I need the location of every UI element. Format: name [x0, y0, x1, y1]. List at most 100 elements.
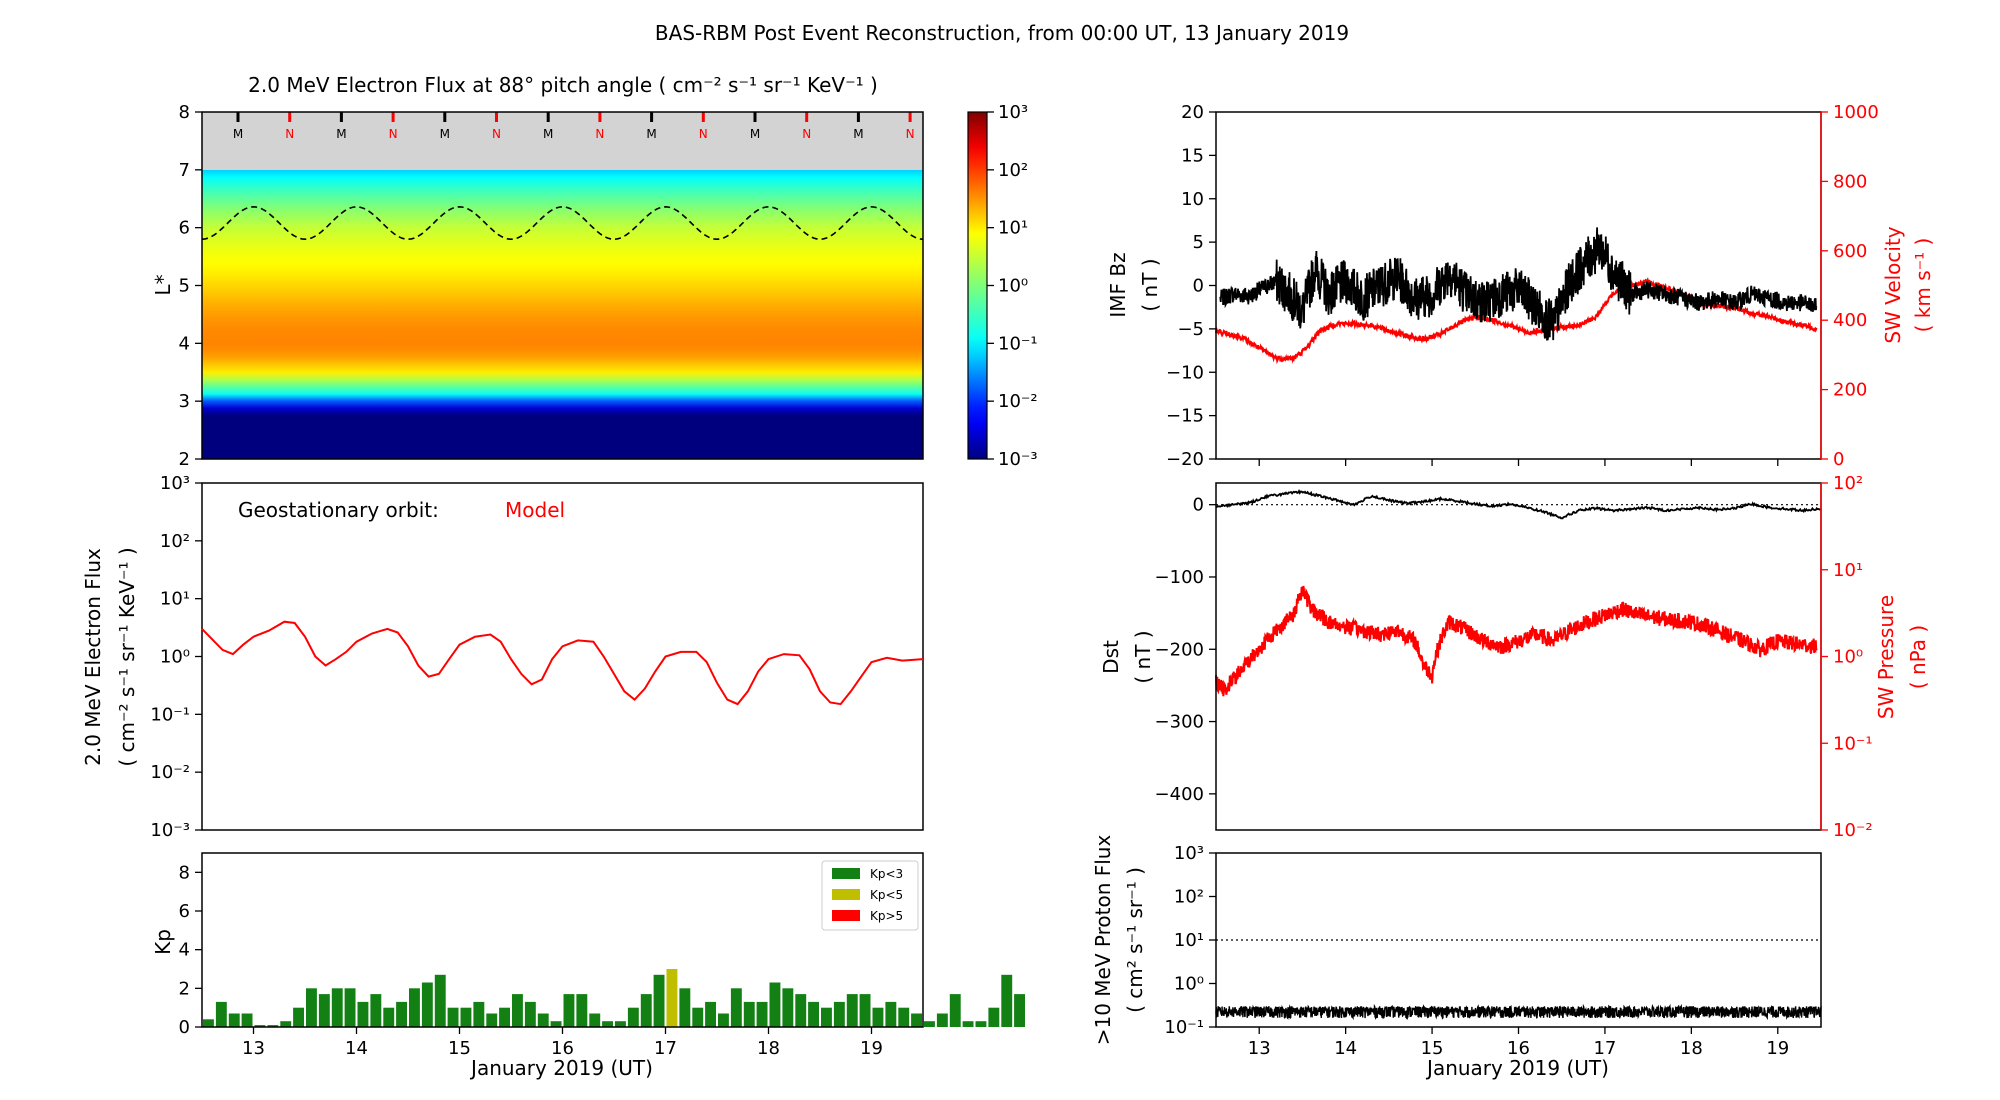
kp-bar [615, 1021, 626, 1027]
kp-bar [756, 1001, 768, 1027]
spectrogram-no-data-band [202, 112, 923, 170]
geo-flux-panel: Geostationary orbit: Model 10⁻³10⁻²10⁻¹1… [81, 473, 924, 841]
kp-bar [409, 988, 420, 1027]
geo-flux-y-tick-label: 10¹ [160, 589, 190, 610]
proton-x-tick-label: 15 [1421, 1038, 1444, 1059]
kp-x-tick-label: 14 [345, 1038, 368, 1059]
proton-y-tick-label: 10⁻¹ [1164, 1017, 1204, 1038]
local-time-marker-label: N [699, 127, 708, 141]
kp-bar [679, 988, 691, 1027]
imf-panel: 20 15 10 5 0 −5 −10 −15 −20 1000 800 600 400 200 0 IM… [1106, 102, 1935, 470]
kp-legend-swatch-high [832, 910, 860, 921]
kp-x-tick-label: 16 [551, 1038, 574, 1059]
proton-x-tick-label: 17 [1593, 1038, 1616, 1059]
kp-bar [988, 1007, 1000, 1027]
kp-bar [537, 1013, 549, 1027]
imf-y-tick-label-left: 0 [1193, 276, 1204, 297]
local-time-marker-label: M [646, 127, 656, 141]
sw-velocity-y-tick-label: 200 [1833, 380, 1867, 401]
kp-bar [344, 988, 356, 1027]
sw-pressure-y-tick-label: 10⁰ [1833, 647, 1863, 668]
colorbar-tick-label: 10¹ [998, 218, 1028, 239]
kp-x-tick-label: 18 [757, 1038, 780, 1059]
colorbar-tick-label: 10⁻¹ [998, 333, 1038, 354]
imf-bz-line [1219, 227, 1818, 341]
proton-ylabel: >10 MeV Proton Flux [1091, 835, 1115, 1046]
sw-pressure-ylabel: SW Pressure [1874, 595, 1898, 719]
kp-bar [653, 974, 665, 1027]
sw-velocity-y-tick-label: 400 [1833, 310, 1867, 331]
right-xlabel: January 2019 (UT) [1425, 1056, 1609, 1080]
kp-bar [331, 988, 343, 1027]
spectrogram-y-tick-label: 7 [179, 160, 190, 181]
kp-legend-label-low: Kp<3 [870, 867, 903, 881]
local-time-marker-label: N [802, 127, 811, 141]
colorbar-tick-label: 10⁻² [998, 391, 1038, 412]
geo-annotation-model: Model [505, 498, 565, 522]
kp-legend-label-mid: Kp<5 [870, 888, 903, 902]
kp-bar [203, 1019, 214, 1027]
geostationary-orbit-dashed-line [201, 205, 924, 241]
kp-x-tick-label: 19 [860, 1038, 883, 1059]
kp-bar [512, 994, 523, 1027]
proton-flux-line [1215, 1003, 1822, 1021]
geo-flux-y-tick-label: 10⁻¹ [150, 704, 190, 725]
kp-legend-swatch-mid [832, 889, 860, 900]
kp-bar [1001, 974, 1013, 1027]
kp-y-tick-label: 8 [179, 862, 190, 883]
kp-y-ticks: 0 2 4 6 8 [179, 862, 202, 1038]
sw-velocity-y-tick-label: 0 [1833, 449, 1844, 470]
local-time-marker-label: M [440, 127, 450, 141]
kp-bar [357, 1001, 369, 1027]
sw-pressure-y-tick-label: 10⁻¹ [1833, 733, 1873, 754]
kp-bar [550, 1021, 562, 1027]
kp-bar [743, 1001, 755, 1027]
proton-x-tick-label: 13 [1248, 1038, 1271, 1059]
local-time-marker-label: M [750, 127, 760, 141]
dst-y-ticks-left: 0 −100 −200 −300 −400 [1155, 495, 1216, 805]
geo-flux-ylabel-units: ( cm⁻² s⁻¹ sr⁻¹ KeV⁻¹ ) [115, 547, 139, 766]
colorbar: 10⁻³ 10⁻² 10⁻¹ 10⁰ 10¹ 10² 10³ [967, 102, 1038, 470]
sw-velocity-ylabel: SW Velocity [1881, 226, 1905, 343]
local-time-marker-label: M [233, 127, 243, 141]
sw-velocity-line [1215, 277, 1818, 365]
kp-bar [795, 994, 807, 1027]
kp-bar [627, 1007, 639, 1027]
spectrogram-y-tick-label: 6 [179, 218, 190, 239]
dst-ylabel: Dst [1099, 640, 1123, 674]
kp-bar [821, 1007, 832, 1027]
kp-x-tick-label: 15 [448, 1038, 471, 1059]
local-time-marker-label: N [595, 127, 604, 141]
proton-x-tick-label: 16 [1507, 1038, 1530, 1059]
imf-y-tick-label-left: 5 [1193, 232, 1204, 253]
kp-bar [267, 1025, 279, 1027]
dst-y-tick-label-left: −400 [1155, 784, 1204, 805]
kp-x-ticks: 13 14 15 16 17 18 19 [242, 1027, 883, 1059]
spectrogram-y-tick-label: 4 [179, 333, 190, 354]
proton-y-tick-label: 10⁰ [1174, 974, 1204, 995]
geo-flux-y-tick-label: 10³ [160, 473, 190, 494]
dst-y-tick-label-left: −100 [1155, 567, 1204, 588]
imf-x-ticks [1258, 459, 1779, 466]
sw-velocity-ylabel-units: ( km s⁻¹ ) [1911, 238, 1935, 333]
kp-y-tick-label: 0 [179, 1017, 190, 1038]
sw-pressure-y-tick-label: 10¹ [1833, 560, 1863, 581]
kp-ylabel: Kp [151, 929, 175, 955]
imf-y-tick-label-left: −20 [1166, 449, 1204, 470]
geo-annotation: Geostationary orbit: [238, 498, 439, 522]
geo-flux-y-ticks: 10⁻³ 10⁻² 10⁻¹ 10⁰ 10¹ 10² 10³ [150, 473, 202, 841]
imf-y-tick-label-left: 20 [1181, 102, 1204, 123]
imf-y-tick-label-left: −10 [1166, 362, 1204, 383]
imf-y-ticks-left: 20 15 10 5 0 −5 −10 −15 −20 [1166, 102, 1216, 470]
kp-bar [228, 1013, 240, 1027]
kp-bar [924, 1021, 935, 1027]
imf-y-tick-label-left: −15 [1166, 406, 1204, 427]
kp-bar [589, 1013, 601, 1027]
proton-x-tick-label: 19 [1766, 1038, 1789, 1059]
dst-line [1215, 488, 1821, 520]
dst-y-tick-label-left: 0 [1193, 495, 1204, 516]
colorbar-gradient [968, 112, 987, 459]
proton-y-tick-label: 10¹ [1174, 930, 1204, 951]
proton-x-tick-label: 14 [1334, 1038, 1357, 1059]
kp-bar [306, 988, 317, 1027]
